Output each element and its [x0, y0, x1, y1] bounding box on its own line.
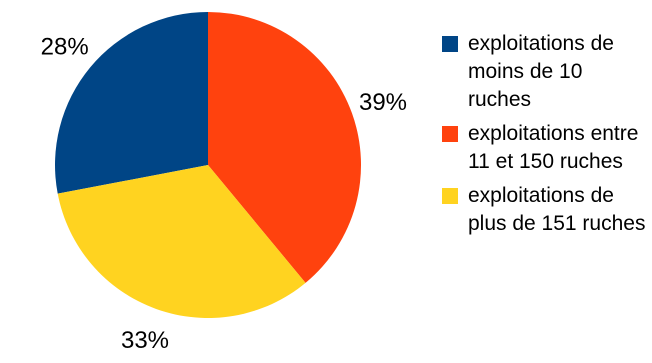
legend: exploitations de moins de 10 ruches expl…	[442, 30, 647, 244]
legend-label: exploitations entre 11 et 150 ruches	[468, 122, 639, 173]
slice-label: 33%	[121, 327, 169, 354]
legend-label: exploitations de moins de 10 ruches	[468, 32, 614, 111]
slice-label: 28%	[41, 33, 89, 60]
legend-swatch	[442, 188, 458, 204]
pie-labels: 28% 39% 33%	[41, 33, 407, 354]
legend-swatch	[442, 36, 458, 52]
pie-slices	[54, 12, 362, 319]
legend-item: exploitations entre 11 et 150 ruches	[442, 120, 647, 176]
pie-slice	[208, 12, 362, 283]
slice-label: 39%	[359, 89, 407, 116]
legend-label: exploitations de plus de 151 ruches	[468, 184, 646, 235]
pie-slice	[54, 12, 208, 194]
legend-swatch	[442, 126, 458, 142]
legend-item: exploitations de moins de 10 ruches	[442, 30, 647, 114]
pie-slice	[57, 165, 306, 319]
legend-item: exploitations de plus de 151 ruches	[442, 182, 647, 238]
